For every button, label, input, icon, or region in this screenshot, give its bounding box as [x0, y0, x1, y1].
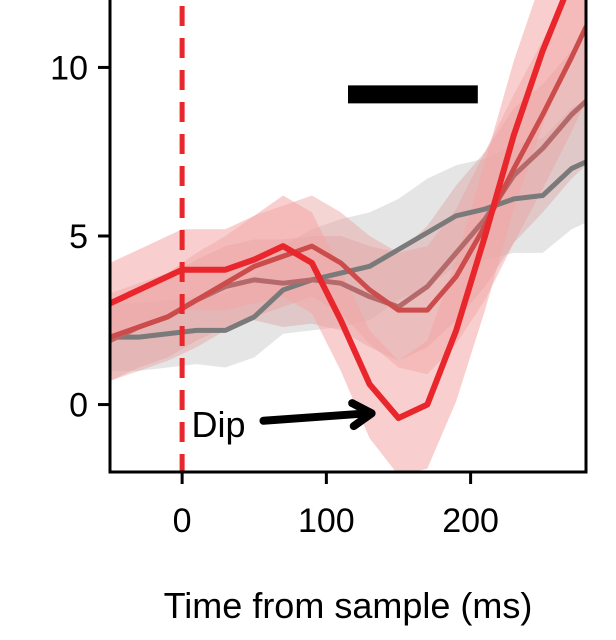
x-tick-label-100: 100	[298, 502, 355, 540]
x-tick-label-0: 0	[173, 502, 192, 540]
chart-overlays: Dip	[179, 6, 478, 472]
x-tick-label-200: 200	[442, 502, 499, 540]
dip-annotation-arrow	[259, 409, 372, 425]
y-tick-label-5: 5	[69, 218, 88, 256]
chart-axes: 0 100 200 0 5 10	[50, 0, 588, 540]
y-tick-label-0: 0	[69, 387, 88, 425]
y-tick-label-10: 10	[50, 49, 88, 87]
series-1-line	[110, 159, 586, 340]
dip-annotation-label: Dip	[191, 404, 245, 445]
series-4-band	[110, 0, 586, 472]
series-3-line	[110, 24, 586, 340]
dip-annotation-arrowhead	[348, 399, 376, 431]
x-axis-title: Time from sample (ms)	[164, 585, 533, 626]
